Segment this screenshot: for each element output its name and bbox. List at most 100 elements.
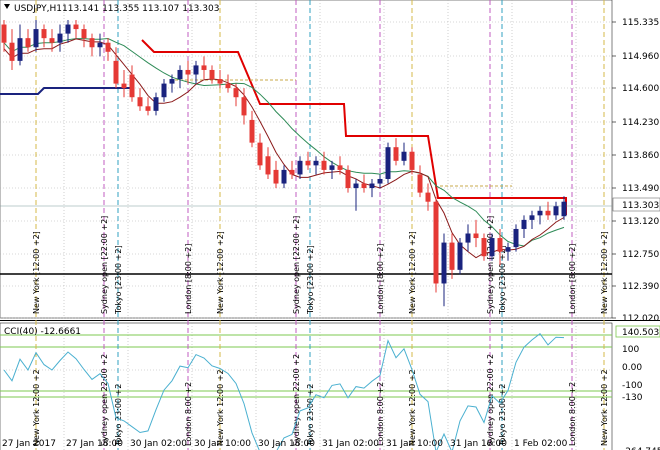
candle-body [521,219,527,229]
indicator-plot-area[interactable] [0,322,613,450]
current-price-label: 113.303 [622,201,659,211]
time-tick-label: 27 Jan 18:00 [66,439,123,449]
candle-body [497,238,503,252]
ohlc-readout: 113.141 113.355 113.107 113.303 [62,4,219,14]
cci-tick-label: 100 [622,345,639,355]
candle-body [281,169,287,184]
candle-body [33,29,39,48]
cci-line [3,332,565,450]
candle-body [97,42,103,48]
candle-body [481,238,487,257]
ma-red-line [3,38,565,259]
level-lines [0,39,612,275]
cci-tick-label: 140.5032 [622,328,660,338]
candle-body [1,24,7,43]
candle-body [193,65,199,75]
candle-body [257,142,263,166]
session-label-indicator: Sydney open 22:00 +2 [292,354,301,446]
price-tick-label: 115.335 [622,18,659,28]
candle-body [457,242,463,270]
time-tick-label: 30 Jan 02:00 [130,439,187,449]
session-label-indicator: Tokyo 23:00 +2 [306,384,315,447]
triangle-down-icon[interactable] [4,4,10,9]
candle-body [177,69,183,80]
candle-body [73,24,79,30]
candle-body [41,29,47,39]
candle-body [313,160,319,166]
session-label-indicator: Tokyo 23:00 +2 [498,384,507,447]
support-step-line [0,87,130,95]
price-tick-label: 112.750 [622,250,659,260]
candle-body [345,169,351,189]
time-tick-label: 31 Jan 10:00 [386,439,443,449]
session-label: Sydney open [22:00 +2] [292,216,301,314]
cci-tick-label: -130 [622,393,643,403]
price-tick-label: 113.490 [622,184,659,194]
price-axis: 115.335 114.960 114.600 114.230 113.860 113.4… [612,18,660,450]
candle-body [265,156,271,175]
time-tick-label: 30 Jan 18:00 [258,439,315,449]
candle-body [113,60,119,84]
candle-body [465,233,471,243]
candle-body [9,42,15,61]
session-label: New York [12:00 +2] [32,231,41,314]
candle-body [289,169,295,175]
candle-body [401,151,407,161]
candle-body [249,119,255,143]
candle-body [353,183,359,189]
candle-body [129,74,135,98]
candle-body [65,24,71,34]
time-tick-label: 31 Jan 18:00 [450,439,507,449]
price-tick-label: 113.120 [622,217,659,227]
session-label: New York [12:00 +2] [600,231,609,314]
candle-body [161,83,167,98]
candlesticks [1,19,567,307]
candle-body [329,165,335,170]
candle-body [537,210,543,216]
time-tick-label: 30 Jan 10:00 [194,439,251,449]
session-label-indicator: London 8:00 +2 [376,382,385,446]
current-price-box [612,197,660,212]
candle-body [433,201,439,284]
candle-body [209,69,215,80]
candle-body [393,147,399,161]
cci-tick-label: 0.00 [622,363,642,373]
time-tick-label: 27 Jan 2017 [2,439,56,449]
candle-body [273,169,279,184]
session-label: London [8:00 +2] [568,244,577,314]
candle-body [297,160,303,175]
candle-body [377,178,383,184]
session-label-indicator: Sydney open 22:00 +2 [100,354,109,446]
candle-body [241,97,247,116]
candle-body [17,38,23,61]
time-tick-label: 1 Feb 02:00 [514,439,568,449]
main-plot-area[interactable] [0,0,613,319]
session-label-indicator: New York 12:00 +2 [32,369,41,446]
resistance-step-line [141,39,567,215]
cci-polyline [3,332,565,450]
indicator-grid [0,323,612,450]
session-label: Sydney open [22:00 +2] [486,216,495,314]
candle-body [169,79,175,84]
candle-body [89,38,95,48]
candle-body [185,69,191,75]
candle-body [201,65,207,70]
candle-body [305,160,311,166]
session-label: Tokyo [23:00 +2] [306,245,315,315]
cci-max-box [615,325,660,338]
candle-body [337,165,343,170]
price-tick-label: 114.600 [622,84,659,94]
session-label: New York [12:00 +2] [408,231,417,314]
session-label: Sydney open [22:00 +2] [100,216,109,314]
session-label-indicator: London 8:00 +2 [184,382,193,446]
session-label: London [8:00 +2] [376,244,385,314]
session-label: Tokyo [23:00 +2] [114,245,123,315]
price-tick-label: 113.860 [622,151,659,161]
session-label-indicator: New York 12:00 +2 [408,369,417,446]
candle-body [233,88,239,98]
candle-body [57,33,63,43]
session-label-indicator: London 8:00 +2 [568,382,577,446]
candle-body [561,201,567,217]
